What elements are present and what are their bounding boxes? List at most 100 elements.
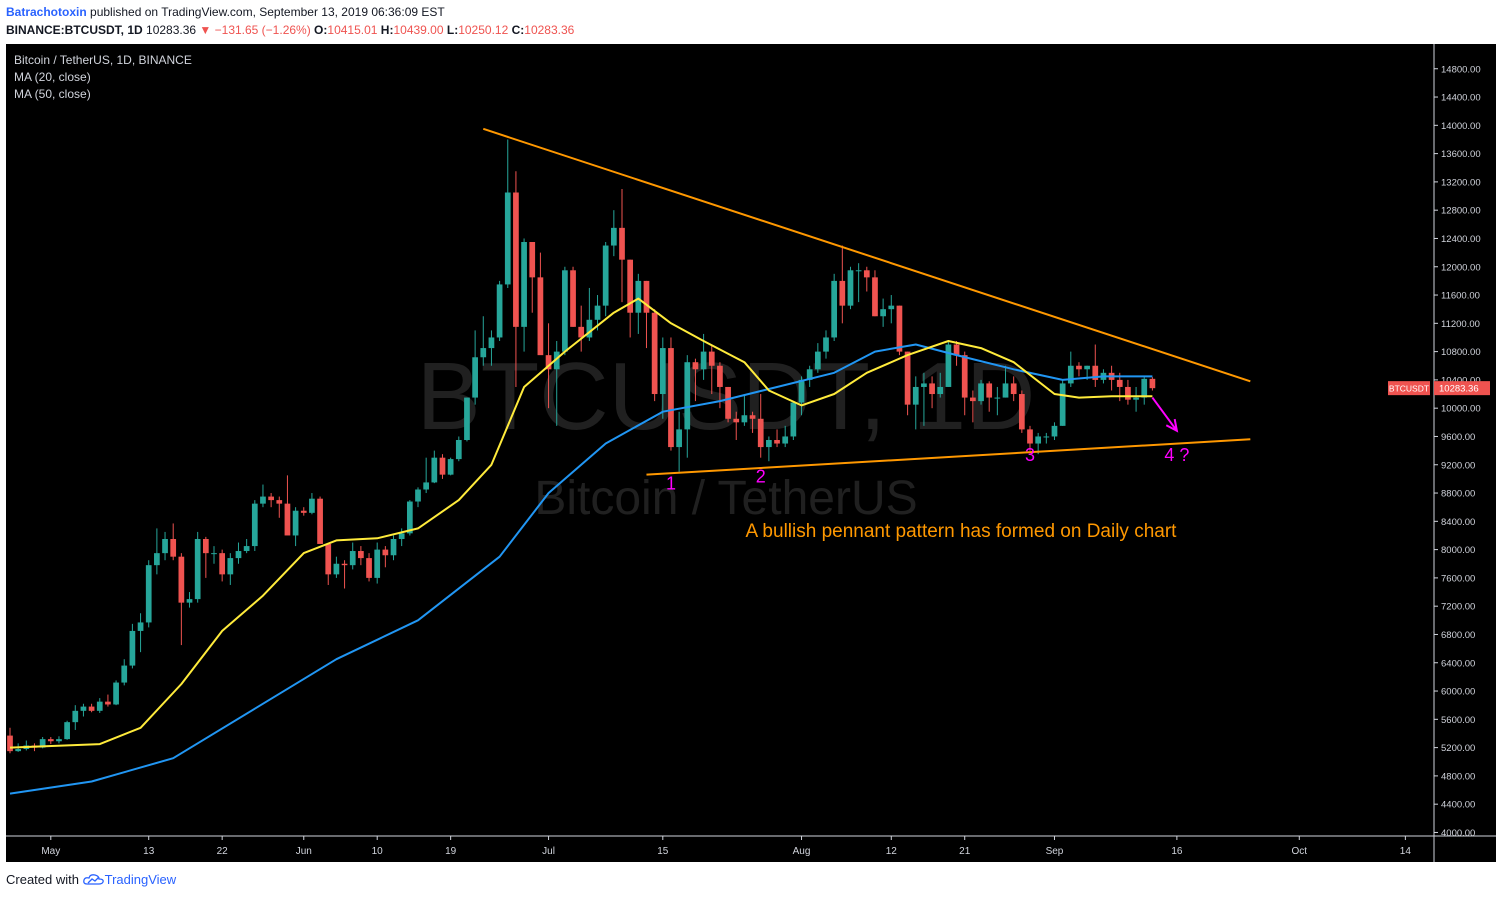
candle-down bbox=[1027, 429, 1033, 444]
candle-up bbox=[978, 383, 984, 402]
candle-down bbox=[961, 355, 968, 398]
candle-up bbox=[39, 739, 46, 748]
candle-up bbox=[790, 402, 797, 437]
trendlines-layer bbox=[482, 127, 1251, 476]
candle-up bbox=[562, 270, 568, 352]
open-label: O: bbox=[314, 23, 328, 37]
candle-down bbox=[284, 503, 291, 536]
price-tick-label: 6000.00 bbox=[1441, 687, 1475, 698]
time-tick-label: Jun bbox=[296, 846, 312, 857]
legend-ma50[interactable]: MA (50, close) bbox=[14, 87, 91, 101]
candle-up bbox=[211, 553, 217, 555]
price-tick-label: 5600.00 bbox=[1441, 715, 1475, 726]
candle-down bbox=[300, 510, 307, 513]
ma20-line bbox=[9, 297, 1153, 749]
footer: Created with TradingView bbox=[6, 872, 176, 887]
candle-up bbox=[610, 227, 617, 246]
candle-down bbox=[268, 496, 274, 501]
price-tick-label: 8400.00 bbox=[1441, 517, 1475, 528]
price-tick-label: 14000.00 bbox=[1441, 121, 1481, 132]
candle-down bbox=[325, 543, 332, 575]
candle-down bbox=[7, 735, 13, 752]
candle-up bbox=[406, 501, 413, 534]
candle-up bbox=[496, 284, 503, 338]
candle-down bbox=[904, 351, 911, 405]
legend-ma20[interactable]: MA (20, close) bbox=[14, 70, 91, 84]
candle-down bbox=[896, 305, 903, 352]
last-price: 10283.36 bbox=[146, 23, 197, 37]
candle-up bbox=[880, 309, 886, 317]
candle-up bbox=[464, 397, 470, 440]
candle-up bbox=[80, 706, 87, 711]
candle-up bbox=[504, 192, 511, 285]
price-tick-label: 4000.00 bbox=[1441, 828, 1475, 839]
candle-up bbox=[1051, 425, 1058, 437]
open-value: 10415.01 bbox=[327, 23, 378, 37]
candle-up bbox=[137, 622, 144, 631]
time-tick-label: 13 bbox=[143, 846, 155, 857]
candle-up bbox=[292, 510, 299, 536]
wave-label-2: 2 bbox=[756, 466, 766, 486]
candle-down bbox=[872, 277, 878, 317]
time-tick-label: 21 bbox=[959, 846, 971, 857]
candle-down bbox=[545, 355, 552, 370]
candle-up bbox=[1043, 436, 1050, 438]
candle-down bbox=[1076, 365, 1082, 370]
candle-up bbox=[56, 739, 62, 742]
candle-down bbox=[733, 418, 740, 423]
candle-up bbox=[831, 280, 838, 338]
candle-down bbox=[757, 418, 764, 448]
candle-up bbox=[521, 242, 527, 327]
candle-down bbox=[643, 280, 650, 313]
price-tick-label: 10000.00 bbox=[1441, 404, 1481, 415]
candle-up bbox=[945, 344, 952, 387]
publish-info: Batrachotoxin published on TradingView.c… bbox=[6, 5, 445, 19]
price-tick-label: 9600.00 bbox=[1441, 432, 1475, 443]
candle-down bbox=[178, 556, 185, 603]
candle-down bbox=[970, 397, 976, 402]
candle-up bbox=[309, 498, 315, 513]
symbol-name: BINANCE:BTCUSDT, 1D bbox=[6, 23, 143, 37]
price-axis-background bbox=[1434, 44, 1496, 862]
candle-up bbox=[121, 665, 128, 683]
candle-up bbox=[847, 270, 854, 306]
candles-layer bbox=[7, 139, 1156, 754]
close-label: C: bbox=[511, 23, 525, 37]
time-tick-label: May bbox=[41, 846, 60, 857]
candle-down bbox=[1010, 383, 1017, 395]
low-label: L: bbox=[446, 23, 459, 37]
trendline-upper bbox=[482, 127, 1251, 383]
candle-down bbox=[619, 227, 625, 260]
author-link[interactable]: Batrachotoxin bbox=[6, 5, 87, 19]
annotations-layer: 1 2 3 4 ? A bullish pennant pattern has form… bbox=[666, 396, 1189, 542]
candle-down bbox=[863, 270, 870, 278]
candle-down bbox=[1125, 386, 1131, 400]
price-tick-label: 8800.00 bbox=[1441, 489, 1475, 500]
candle-up bbox=[806, 369, 813, 380]
candle-up bbox=[1002, 383, 1009, 398]
candle-up bbox=[1067, 365, 1074, 384]
pattern-caption: A bullish pennant pattern has formed on … bbox=[746, 521, 1178, 542]
candle-up bbox=[1084, 365, 1090, 370]
price-tick-label: 4400.00 bbox=[1441, 800, 1475, 811]
ticker-badge-background bbox=[1388, 381, 1430, 396]
candle-up bbox=[349, 551, 356, 566]
price-tick-label: 7600.00 bbox=[1441, 573, 1475, 584]
candle-up bbox=[415, 489, 421, 502]
candle-up bbox=[635, 280, 642, 313]
time-tick-label: Aug bbox=[793, 846, 811, 857]
candle-up bbox=[472, 357, 478, 398]
candle-down bbox=[382, 549, 389, 556]
candle-down bbox=[1116, 379, 1123, 387]
time-tick-label: 16 bbox=[1171, 846, 1183, 857]
candle-down bbox=[513, 192, 519, 327]
arrow-head-icon bbox=[1165, 418, 1179, 433]
tradingview-brand[interactable]: TradingView bbox=[104, 872, 177, 887]
ma50-line bbox=[9, 343, 1153, 795]
candle-down bbox=[276, 500, 283, 504]
price-tick-label: 9200.00 bbox=[1441, 460, 1475, 471]
candle-up bbox=[423, 482, 430, 490]
candle-up bbox=[594, 305, 601, 320]
legend: Bitcoin / TetherUS, 1D, BINANCE MA (20, … bbox=[14, 53, 192, 101]
